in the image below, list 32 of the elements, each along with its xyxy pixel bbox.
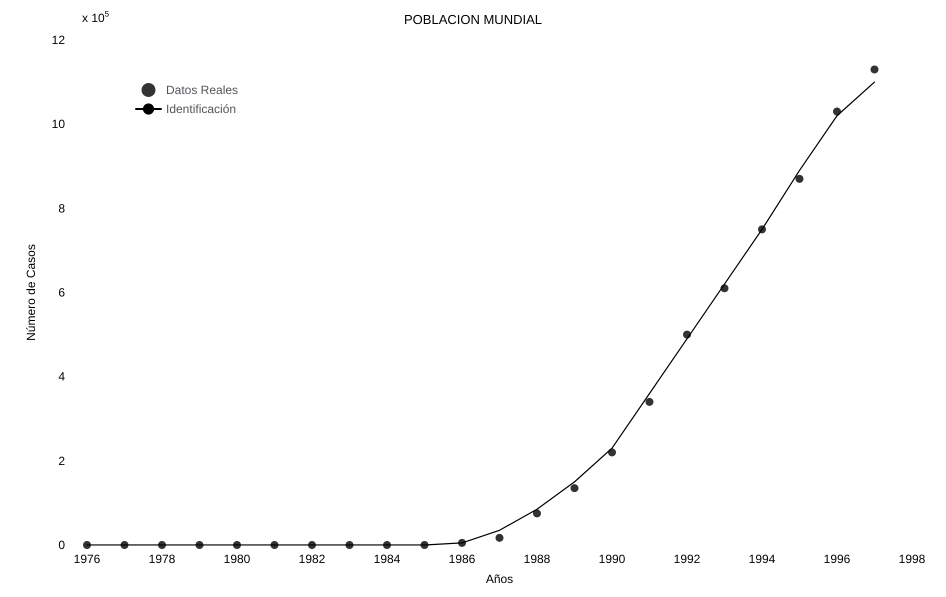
y-tick-label: 4 — [58, 370, 66, 384]
point — [796, 174, 804, 183]
x-tick-label: 1982 — [298, 552, 326, 566]
x-tick-label: 1980 — [224, 552, 251, 566]
point — [533, 509, 541, 518]
x-tick-label: 1992 — [674, 552, 701, 566]
x-tick-label: 1988 — [524, 552, 551, 566]
y-axis-title: Número de Casos — [24, 244, 38, 341]
point — [83, 541, 91, 549]
x-tick-label: 1978 — [148, 552, 176, 566]
y-tick-label: 8 — [58, 201, 66, 216]
legend-label: Datos Reales — [166, 83, 238, 97]
y-tick-label: 10 — [52, 117, 66, 132]
x-tick-label: 1976 — [74, 552, 101, 566]
point — [496, 534, 504, 542]
point — [833, 108, 841, 116]
y-tick-label: 0 — [58, 538, 66, 552]
x-tick-label: 1998 — [898, 552, 926, 566]
x-tick-label: 1994 — [748, 552, 776, 566]
y-tick-label: 2 — [58, 454, 66, 468]
x-tick-label: 1984 — [374, 552, 401, 566]
x-tick-label: 1996 — [824, 552, 851, 566]
y-tick-label: 6 — [58, 286, 66, 300]
x-axis-title: Años — [486, 572, 514, 586]
y-tick-label: 12 — [52, 33, 66, 47]
point — [870, 65, 878, 74]
x-tick-label: 1990 — [598, 552, 626, 566]
point — [570, 484, 578, 492]
legend-label: Identificación — [166, 102, 236, 116]
x-tick-label: 1986 — [448, 552, 476, 566]
point — [646, 398, 654, 406]
chart-title: POBLACION MUNDIAL — [404, 12, 542, 27]
